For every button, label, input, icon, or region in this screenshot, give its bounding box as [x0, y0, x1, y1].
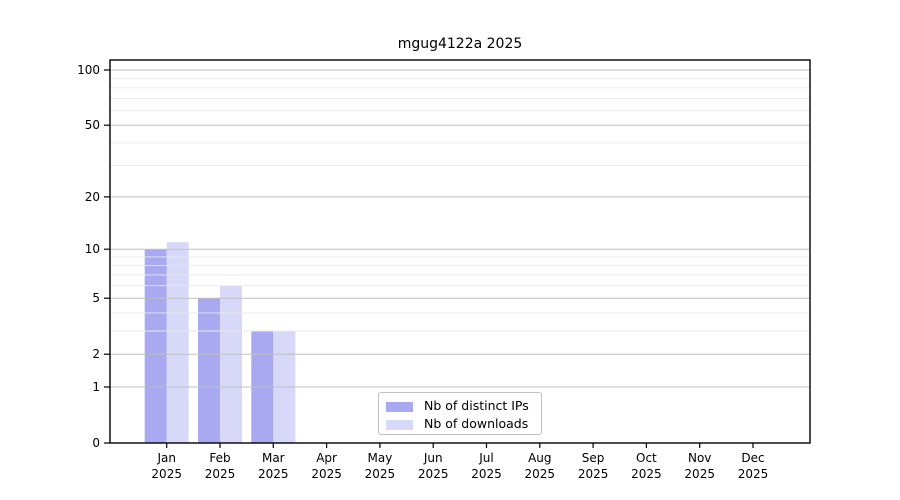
x-tick-label-year: 2025	[471, 467, 502, 481]
legend-swatch-distinct-ips-icon	[386, 401, 413, 412]
x-tick-label-month: Jul	[478, 451, 493, 465]
x-tick-label-month: Aug	[528, 451, 551, 465]
x-tick-label-year: 2025	[258, 467, 289, 481]
x-tick-label-month: Apr	[316, 451, 337, 465]
x-tick-label-month: Jun	[423, 451, 443, 465]
x-tick-label-year: 2025	[684, 467, 715, 481]
x-tick-label-month: Nov	[688, 451, 711, 465]
y-tick-label: 20	[85, 190, 100, 204]
y-tick-label: 50	[85, 118, 100, 132]
plot-frame	[109, 59, 811, 444]
x-tick-label-month: Feb	[209, 451, 230, 465]
y-tick-label: 2	[92, 347, 100, 361]
legend-label-distinct-ips: Nb of distinct IPs	[424, 398, 529, 414]
y-tick-label: 5	[92, 291, 100, 305]
x-tick-label-year: 2025	[205, 467, 236, 481]
x-tick-label-year: 2025	[151, 467, 182, 481]
x-tick-label-month: Dec	[741, 451, 764, 465]
y-tick-label: 10	[85, 242, 100, 256]
x-tick-label-month: Oct	[636, 451, 657, 465]
x-tick-label-year: 2025	[365, 467, 396, 481]
x-tick-label-year: 2025	[418, 467, 449, 481]
x-tick-label-month: Jan	[156, 451, 176, 465]
bar-downloads	[220, 285, 242, 443]
legend-swatch-downloads-icon	[386, 419, 413, 430]
x-tick-label-year: 2025	[738, 467, 769, 481]
legend-item-downloads: Nb of downloads	[386, 416, 541, 433]
x-tick-label-month: Sep	[582, 451, 605, 465]
bar-distinct-ips	[198, 298, 220, 443]
x-tick-label-year: 2025	[631, 467, 662, 481]
legend-item-distinct-ips: Nb of distinct IPs	[386, 398, 541, 415]
x-tick-label-month: Mar	[262, 451, 285, 465]
y-tick-label: 1	[92, 380, 100, 394]
bar-distinct-ips	[144, 249, 167, 443]
chart-title: mgug4122a 2025	[397, 36, 523, 52]
bar-downloads	[166, 242, 189, 443]
y-tick-label: 0	[92, 436, 100, 450]
x-tick-label-year: 2025	[525, 467, 556, 481]
x-tick-label-month: May	[367, 451, 392, 465]
x-tick-label-year: 2025	[311, 467, 342, 481]
legend: Nb of distinct IPs Nb of downloads	[378, 392, 542, 435]
x-tick-label-year: 2025	[578, 467, 609, 481]
y-tick-label: 100	[77, 63, 100, 77]
legend-label-downloads: Nb of downloads	[424, 416, 529, 432]
